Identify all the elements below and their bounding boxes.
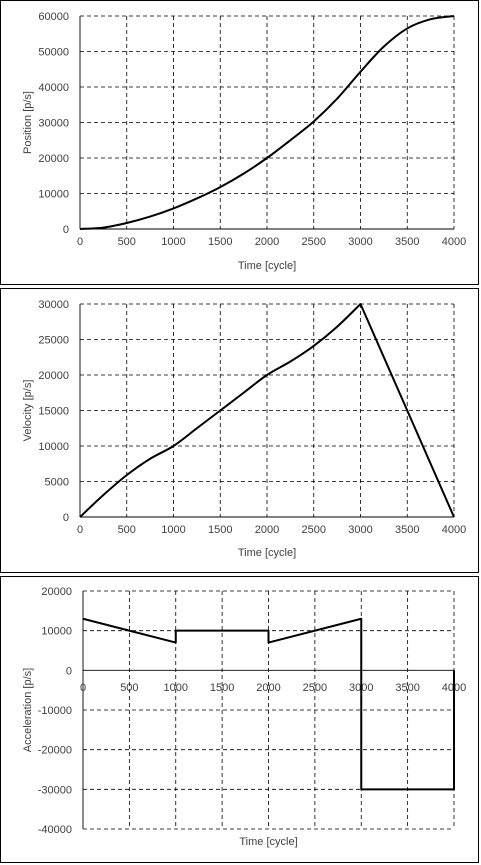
velocity-xtick-label: 2000 [255,524,279,536]
acceleration-xtick-label: 3500 [395,682,419,694]
acceleration-xtick-label: 0 [80,682,86,694]
position-chart-panel: 0 10000 20000 30000 40000 50000 60000 0 500 1000 1… [0,0,479,285]
velocity-xtick-label: 500 [118,524,136,536]
acceleration-ytick-label: -30000 [38,784,72,796]
position-xtick-label: 2000 [255,236,279,248]
position-ytick-label: 0 [63,224,69,236]
acceleration-xtick-label: 1500 [210,682,234,694]
position-chart: 0 10000 20000 30000 40000 50000 60000 0 500 1000 1… [22,11,466,272]
position-xtick-label: 1000 [161,236,185,248]
position-series-line [79,15,455,230]
velocity-y-axis-title: Velocity [p/s] [22,380,34,442]
acceleration-ytick-label: -10000 [38,705,72,717]
velocity-xtick-label: 1500 [208,524,232,536]
velocity-ytick-label: 20000 [38,370,69,382]
position-xtick-label: 4000 [442,236,466,248]
acceleration-series-line [82,617,455,791]
acceleration-chart: -40000 -30000 -20000 -10000 0 10000 20000 0 500 1… [22,586,466,848]
velocity-chart: 0 5000 10000 15000 20000 25000 30000 0 500 1000 15… [22,299,466,559]
velocity-ytick-label: 5000 [45,477,69,489]
position-ytick-label: 30000 [38,118,69,130]
velocity-xtick-label: 3500 [395,524,419,536]
acceleration-x-axis-title: Time [cycle] [239,836,297,848]
velocity-chart-panel: 0 5000 10000 15000 20000 25000 30000 0 500 1000 15… [0,288,479,573]
velocity-ytick-label: 30000 [38,299,69,311]
position-ytick-label: 40000 [38,82,69,94]
position-xtick-label: 2500 [302,236,326,248]
acceleration-xtick-label: 2500 [303,682,327,694]
velocity-xtick-label: 1000 [161,524,185,536]
velocity-series-line [79,303,455,518]
position-xtick-label: 500 [118,236,136,248]
acceleration-chart-panel: -40000 -30000 -20000 -10000 0 10000 20000 0 500 1… [0,576,479,863]
velocity-ytick-label: 25000 [38,335,69,347]
position-xtick-label: 3500 [395,236,419,248]
position-ytick-label: 60000 [38,11,69,23]
velocity-xtick-label: 0 [77,524,83,536]
acceleration-xtick-label: 500 [120,682,138,694]
position-x-axis-title: Time [cycle] [238,260,296,272]
position-xtick-label: 3000 [348,236,372,248]
velocity-ytick-label: 10000 [38,441,69,453]
velocity-xtick-label: 4000 [442,524,466,536]
position-xtick-label: 1500 [208,236,232,248]
acceleration-ytick-label: -20000 [38,745,72,757]
acceleration-ytick-label: 10000 [41,626,72,638]
velocity-xtick-label: 3000 [348,524,372,536]
position-y-axis-title: Position [p/s] [22,91,34,154]
acceleration-xtick-label: 1000 [164,682,188,694]
acceleration-ytick-label: 0 [66,665,72,677]
position-ytick-label: 50000 [38,47,69,59]
acceleration-ytick-label: 20000 [41,586,72,598]
acceleration-xtick-label: 2000 [256,682,280,694]
acceleration-ytick-label: -40000 [38,824,72,836]
velocity-ytick-label: 15000 [38,406,69,418]
velocity-x-axis-title: Time [cycle] [238,547,296,559]
position-xtick-label: 0 [77,236,83,248]
position-ytick-label: 10000 [38,189,69,201]
position-ytick-label: 20000 [38,153,69,165]
velocity-ytick-label: 0 [63,512,69,524]
velocity-xtick-label: 2500 [302,524,326,536]
acceleration-y-axis-title: Acceleration [p/s] [22,668,34,752]
